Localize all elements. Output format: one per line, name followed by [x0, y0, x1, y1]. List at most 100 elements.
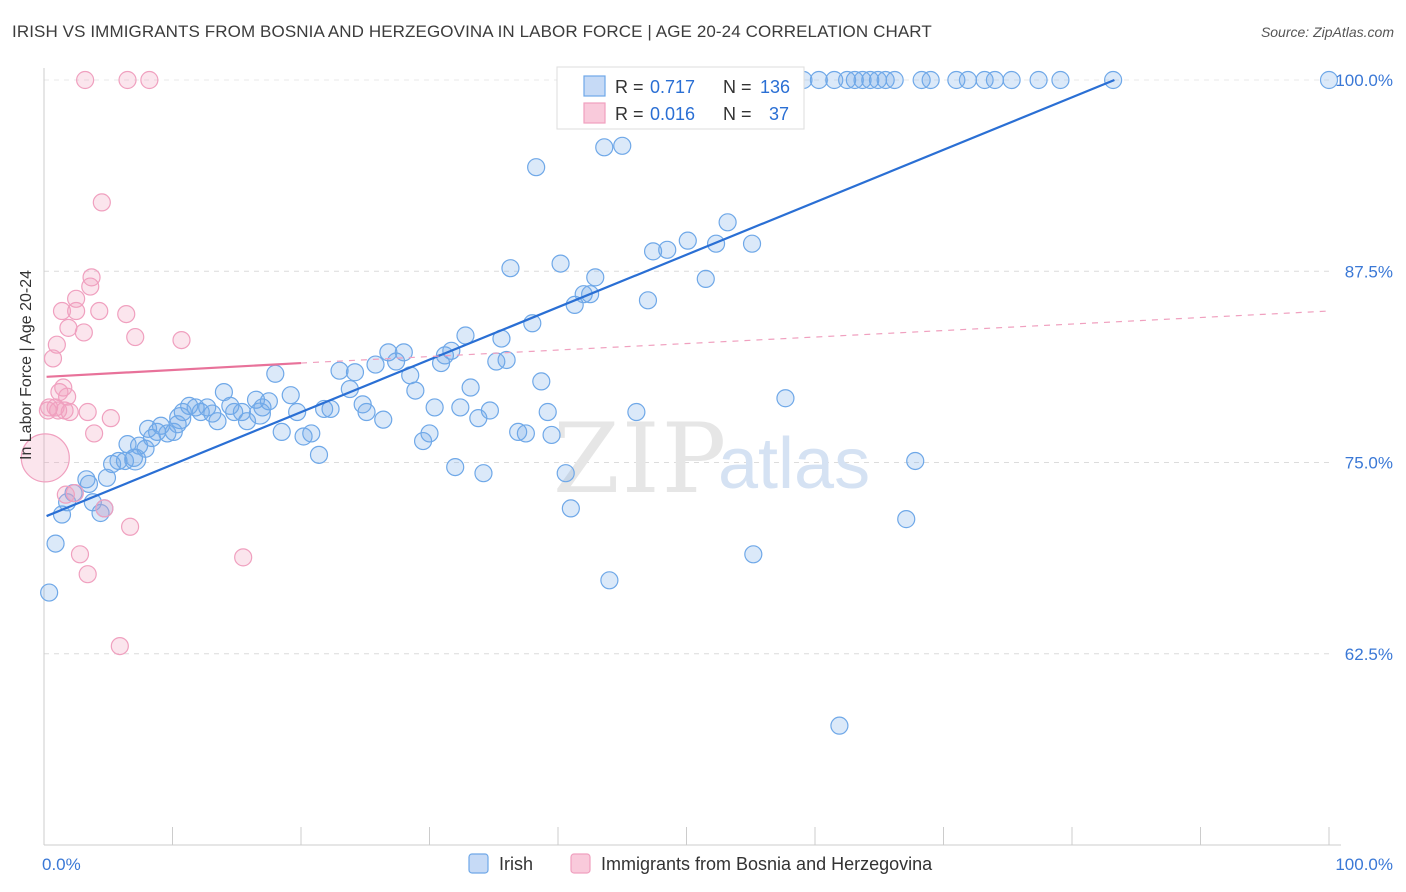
point-irish-119 [861, 70, 880, 90]
point-bosnia-12 [74, 323, 93, 342]
point-irish-124 [906, 451, 925, 471]
point-irish-106 [744, 545, 763, 564]
legend-r-label-irish: R = [615, 77, 644, 97]
point-irish-45 [302, 424, 321, 443]
watermark-zip: ZIP [553, 403, 728, 515]
point-irish-49 [330, 361, 349, 380]
point-bosnia-14 [172, 331, 191, 350]
source-credit: Source: ZipAtlas.com [1260, 24, 1394, 40]
legend-n-label-bosnia: N = [723, 104, 752, 124]
point-irish-46 [309, 445, 329, 464]
point-large-irish-0 [248, 402, 271, 425]
point-irish-96 [638, 291, 658, 310]
y-tick-label-2: 87.5% [1345, 262, 1393, 281]
point-bosnia-27 [101, 409, 120, 428]
point-bosnia-28 [85, 424, 104, 443]
point-bosnia-15 [47, 335, 66, 354]
point-irish-135 [1319, 70, 1339, 90]
point-bosnia-33 [70, 545, 90, 564]
point-irish-114 [825, 70, 844, 90]
point-bosnia-1 [118, 70, 137, 90]
point-bosnia-16 [43, 349, 63, 368]
point-irish-113 [809, 70, 828, 90]
point-bosnia-8 [67, 301, 86, 321]
point-irish-100 [678, 231, 697, 250]
trend-line-irish [46, 78, 1115, 518]
point-irish-102 [696, 269, 715, 288]
trend-line-bosnia-extension [300, 310, 1330, 364]
point-bosnia-5 [81, 277, 100, 296]
point-irish-79 [516, 424, 535, 443]
watermark-atlas: atlas [718, 424, 870, 504]
watermark: ZIP atlas [553, 403, 870, 515]
point-irish-51 [345, 363, 365, 382]
point-irish-110 [776, 389, 795, 408]
point-irish-117 [845, 70, 864, 90]
point-irish-126 [921, 70, 940, 90]
point-irish-12 [109, 451, 128, 471]
point-bosnia-2 [140, 70, 159, 90]
point-bosnia-0 [76, 70, 95, 90]
point-irish-60 [406, 381, 425, 400]
y-tick-label-1: 75.0% [1345, 454, 1393, 473]
legend-swatch-irish [583, 75, 606, 97]
point-irish-42 [281, 386, 300, 405]
point-irish-122 [885, 70, 904, 90]
point-irish-31 [208, 412, 227, 431]
point-irish-97 [643, 242, 663, 261]
x-tick-label-0: 0.0% [42, 855, 81, 874]
y-tick-label-3: 100.0% [1335, 71, 1393, 90]
point-bosnia-19 [58, 387, 77, 406]
point-irish-123 [897, 510, 916, 529]
point-irish-35 [232, 402, 251, 422]
point-irish-87 [561, 499, 580, 518]
x-tick-label-1: 100.0% [1335, 855, 1393, 874]
point-irish-118 [853, 70, 872, 90]
point-large-bosnia-0 [20, 433, 70, 483]
point-irish-91 [586, 268, 605, 287]
chart-title: IRISH VS IMMIGRANTS FROM BOSNIA AND HERZ… [12, 22, 932, 41]
point-irish-95 [627, 402, 646, 422]
point-irish-57 [386, 352, 406, 371]
point-irish-63 [425, 398, 444, 417]
legend-n-label-irish: N = [723, 77, 752, 97]
point-irish-128 [958, 70, 978, 90]
point-irish-104 [718, 213, 737, 232]
legend-r-label-bosnia: R = [615, 104, 644, 124]
point-irish-72 [474, 464, 493, 483]
point-irish-10 [97, 468, 117, 487]
legend-bottom-label-bosnia: Immigrants from Bosnia and Herzegovina [601, 854, 933, 874]
point-irish-85 [551, 254, 570, 273]
data-points [20, 70, 1339, 735]
legend-bottom-swatch-bosnia [570, 853, 591, 874]
point-irish-68 [451, 398, 470, 417]
point-irish-131 [1002, 70, 1021, 90]
point-irish-105 [742, 234, 762, 253]
point-bosnia-4 [82, 268, 101, 287]
point-irish-84 [542, 425, 561, 445]
axes [43, 68, 1341, 846]
point-bosnia-22 [49, 401, 68, 420]
point-irish-36 [237, 412, 257, 431]
point-bosnia-35 [234, 548, 253, 567]
point-bosnia-3 [92, 193, 111, 212]
point-irish-62 [420, 424, 439, 443]
point-irish-94 [613, 136, 632, 155]
point-irish-54 [366, 355, 385, 374]
point-irish-55 [374, 410, 393, 429]
legend-bottom-label-irish: Irish [499, 854, 533, 874]
point-bosnia-9 [90, 301, 109, 321]
legend-swatch-bosnia [583, 102, 606, 124]
point-irish-26 [180, 396, 199, 415]
trend-lines [46, 78, 1330, 518]
point-irish-129 [975, 70, 994, 90]
point-bosnia-7 [52, 301, 72, 321]
point-irish-58 [394, 343, 413, 362]
y-tick-label-0: 62.5% [1345, 645, 1393, 664]
point-irish-77 [501, 259, 520, 278]
point-bosnia-10 [117, 304, 136, 324]
point-irish-53 [357, 402, 376, 422]
point-irish-81 [527, 158, 546, 177]
point-irish-34 [225, 402, 244, 422]
